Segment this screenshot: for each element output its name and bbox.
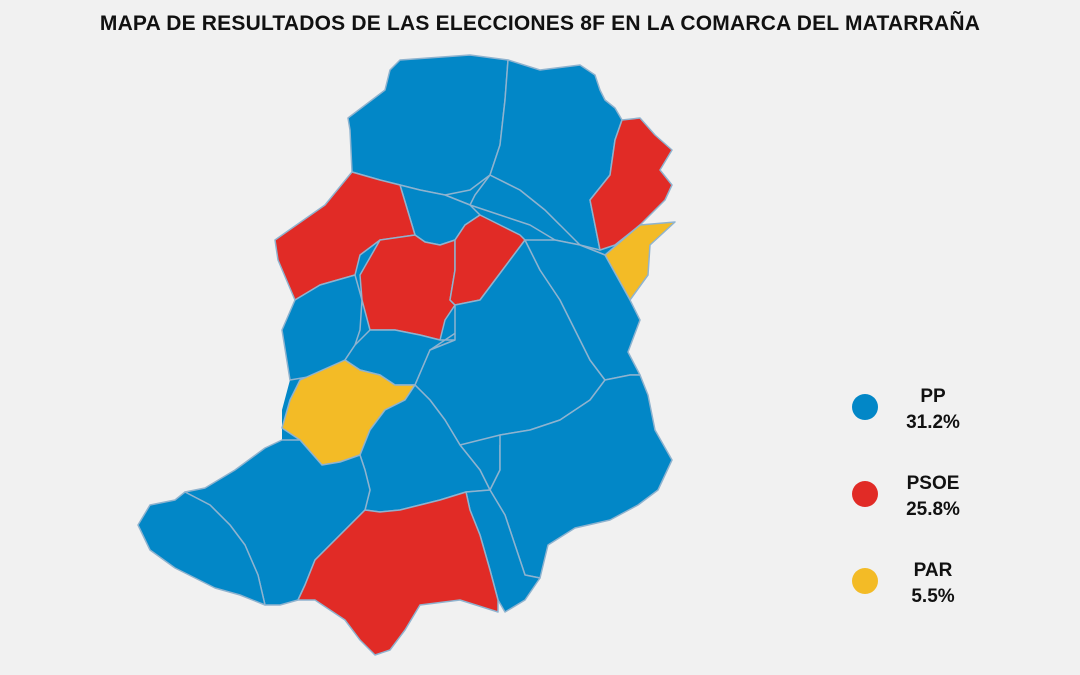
legend: PP 31.2% PSOE 25.8% PAR 5.5%: [840, 380, 990, 641]
legend-party-label: PAR: [913, 560, 953, 581]
regions-layer: [137, 54, 676, 656]
legend-party-label: PSOE: [906, 473, 960, 494]
municipality-region-psoe: [297, 491, 499, 656]
legend-item-par: PAR 5.5%: [840, 554, 990, 614]
municipality-region-pp: [137, 491, 266, 606]
legend-party-value: 5.5%: [911, 586, 955, 607]
legend-item-pp: PP 31.2%: [840, 380, 990, 440]
psoe-color-dot: [852, 481, 878, 507]
municipality-region-pp: [347, 54, 509, 196]
par-color-dot: [852, 568, 878, 594]
legend-party-value: 31.2%: [906, 412, 960, 433]
legend-party-label: PP: [920, 386, 946, 407]
pp-color-dot: [852, 394, 878, 420]
municipality-region-pp: [489, 374, 673, 579]
municipality-region-psoe: [359, 234, 456, 341]
municipality-region-psoe: [589, 117, 673, 251]
map-title: MAPA DE RESULTADOS DE LAS ELECCIONES 8F …: [99, 12, 981, 35]
legend-item-psoe: PSOE 25.8%: [840, 467, 990, 527]
legend-party-value: 25.8%: [906, 499, 960, 520]
